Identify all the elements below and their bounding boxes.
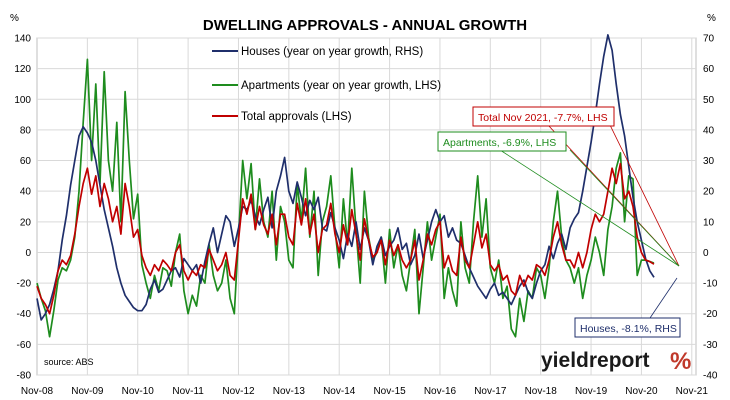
annotation-total: Total Nov 2021, -7.7%, LHS (472, 106, 615, 127)
left-tick-label: -40 (17, 309, 32, 320)
legend-total: Total approvals (LHS) (241, 111, 352, 123)
right-tick-label: 60 (703, 64, 715, 75)
left-tick-label: 120 (14, 64, 31, 75)
x-tick-label: Nov-20 (625, 386, 658, 397)
left-axis-unit: % (10, 13, 19, 24)
apartments-callout-leader (569, 149, 680, 267)
left-tick-label: -60 (17, 340, 32, 351)
yieldreport-logo: yieldreport % (541, 348, 691, 375)
right-tick-label: 50 (703, 95, 715, 106)
x-tick-label: Nov-12 (222, 386, 255, 397)
right-tick-label: 70 (703, 34, 715, 45)
series-line-total (36, 162, 655, 315)
right-tick-label: 30 (703, 156, 715, 167)
left-tick-label: 40 (20, 187, 32, 198)
x-tick-label: Nov-15 (373, 386, 406, 397)
x-tick-label: Nov-19 (575, 386, 608, 397)
x-tick-label: Nov-16 (424, 386, 457, 397)
annotation-apartments: Apartments, -6.9%, LHS (437, 131, 567, 152)
right-tick-label: 0 (703, 248, 709, 259)
x-tick-label: Nov-14 (323, 386, 356, 397)
right-axis-unit: % (707, 13, 716, 24)
right-tick-label: -10 (703, 279, 718, 290)
left-tick-label: 0 (25, 248, 31, 259)
chart-title: DWELLING APPROVALS - ANNUAL GROWTH (203, 17, 527, 34)
houses-callout-leader (649, 277, 678, 319)
logo-wordmark: yieldreport (541, 349, 650, 372)
x-axis: Nov-08 Nov-09 Nov-10 Nov-11 Nov-12 Nov-13 Nov-… (21, 386, 708, 397)
x-tick-label: Nov-09 (71, 386, 104, 397)
right-tick-label: 40 (703, 125, 715, 136)
annotation-houses-box (574, 317, 681, 338)
left-tick-label: 80 (20, 125, 32, 136)
right-tick-label: 20 (703, 187, 715, 198)
legend: Houses (year on year growth, RHS) Apartm… (212, 46, 441, 123)
right-tick-label: -30 (703, 340, 718, 351)
left-tick-label: 100 (14, 95, 31, 106)
right-tick-label: 10 (703, 217, 715, 228)
callout-leaders (499, 124, 680, 319)
x-tick-label: Nov-08 (21, 386, 54, 397)
legend-houses: Houses (year on year growth, RHS) (241, 46, 423, 58)
right-tick-label: -20 (703, 309, 718, 320)
x-tick-label: Nov-17 (474, 386, 507, 397)
x-tick-label: Nov-10 (122, 386, 155, 397)
x-tick-label: Nov-11 (172, 386, 204, 397)
apartments-callout-leader-2 (499, 149, 680, 267)
left-tick-label: 20 (20, 217, 32, 228)
x-tick-label: Nov-13 (273, 386, 306, 397)
left-tick-label: -20 (17, 279, 32, 290)
legend-apartments: Apartments (year on year growth, LHS) (241, 80, 441, 92)
left-tick-label: -80 (17, 371, 32, 382)
logo-percent: % (670, 348, 691, 375)
annotation-houses-text: Houses, -8.1%, RHS (580, 323, 677, 335)
annotation-apartments-box (437, 131, 567, 152)
annotation-houses: Houses, -8.1%, RHS (574, 317, 681, 338)
annotation-total-text: Total Nov 2021, -7.7%, LHS (478, 112, 608, 124)
right-axis: 70 60 50 40 30 20 10 0 -10 -20 -30 -40 (703, 34, 718, 382)
left-tick-label: 140 (14, 34, 31, 45)
x-tick-label: Nov-21 (676, 386, 709, 397)
x-tick-label: Nov-18 (525, 386, 558, 397)
total-callout-leader (609, 124, 680, 267)
right-tick-label: -40 (703, 371, 718, 382)
source-note: source: ABS (44, 357, 94, 367)
left-axis: 140 120 100 80 60 40 20 0 -20 -40 -60 -80 (14, 34, 31, 382)
series-lines (36, 34, 655, 338)
annotation-apartments-text: Apartments, -6.9%, LHS (443, 137, 556, 149)
annotation-total-box (472, 106, 615, 127)
left-tick-label: 60 (20, 156, 32, 167)
